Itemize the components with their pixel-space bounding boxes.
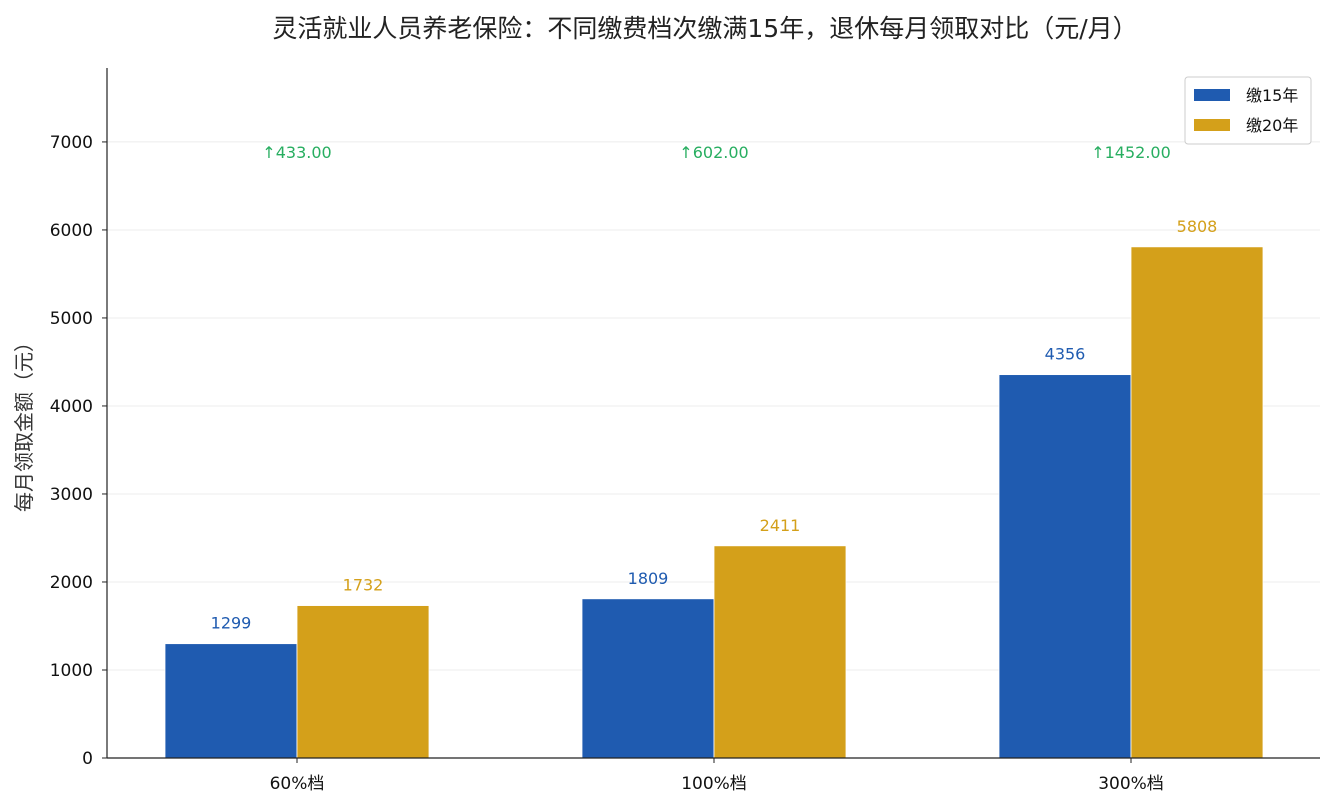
y-tick-label: 0: [82, 749, 93, 769]
y-tick-label: 6000: [50, 221, 93, 241]
y-tick-label: 3000: [50, 485, 93, 505]
bar-15-years: [581, 598, 715, 759]
bars: [164, 246, 1264, 759]
legend-swatch-20-years: [1194, 119, 1230, 131]
y-tick-label: 7000: [50, 133, 93, 153]
y-axis-label: 每月领取金额（元）: [12, 332, 36, 512]
difference-label: ↑433.00: [262, 143, 331, 162]
difference-label: ↑1452.00: [1091, 143, 1171, 162]
bar-value-label: 4356: [1045, 345, 1086, 364]
bar-value-label: 1732: [343, 576, 384, 595]
value-labels: 1299 1809 4356 1732 2411 5808: [211, 217, 1218, 633]
bar-value-label: 1809: [628, 569, 669, 588]
legend: 缴15年 缴20年: [1184, 76, 1312, 145]
legend-swatch-15-years: [1194, 89, 1230, 101]
x-tick-label: 100%档: [681, 774, 747, 794]
x-tick-label: 300%档: [1098, 774, 1164, 794]
grid-lines: [107, 141, 1320, 671]
bar-value-label: 5808: [1177, 217, 1218, 236]
y-tick-label: 1000: [50, 661, 93, 681]
legend-label-20-years: 缴20年: [1246, 116, 1298, 135]
y-tick-label: 5000: [50, 309, 93, 329]
bar-15-years: [998, 374, 1132, 759]
x-tick-label: 60%档: [270, 774, 325, 794]
legend-label-15-years: 缴15年: [1246, 86, 1298, 105]
bar-20-years: [1130, 246, 1264, 759]
bar-value-label: 1299: [211, 614, 252, 633]
chart-title: 灵活就业人员养老保险：不同缴费档次缴满15年，退休每月领取对比（元/月）: [272, 14, 1137, 43]
y-tick-label: 2000: [50, 573, 93, 593]
bar-15-years: [164, 643, 298, 759]
difference-labels: ↑433.00 ↑602.00 ↑1452.00: [262, 143, 1170, 162]
bar-20-years: [713, 545, 847, 759]
axes: [102, 68, 1320, 763]
tick-labels: 0 1000 2000 3000 4000 5000 6000 7000 60%档 100%档 30…: [50, 133, 1164, 794]
y-tick-label: 4000: [50, 397, 93, 417]
difference-label: ↑602.00: [679, 143, 748, 162]
bar-20-years: [296, 605, 430, 759]
bar-value-label: 2411: [760, 516, 801, 535]
